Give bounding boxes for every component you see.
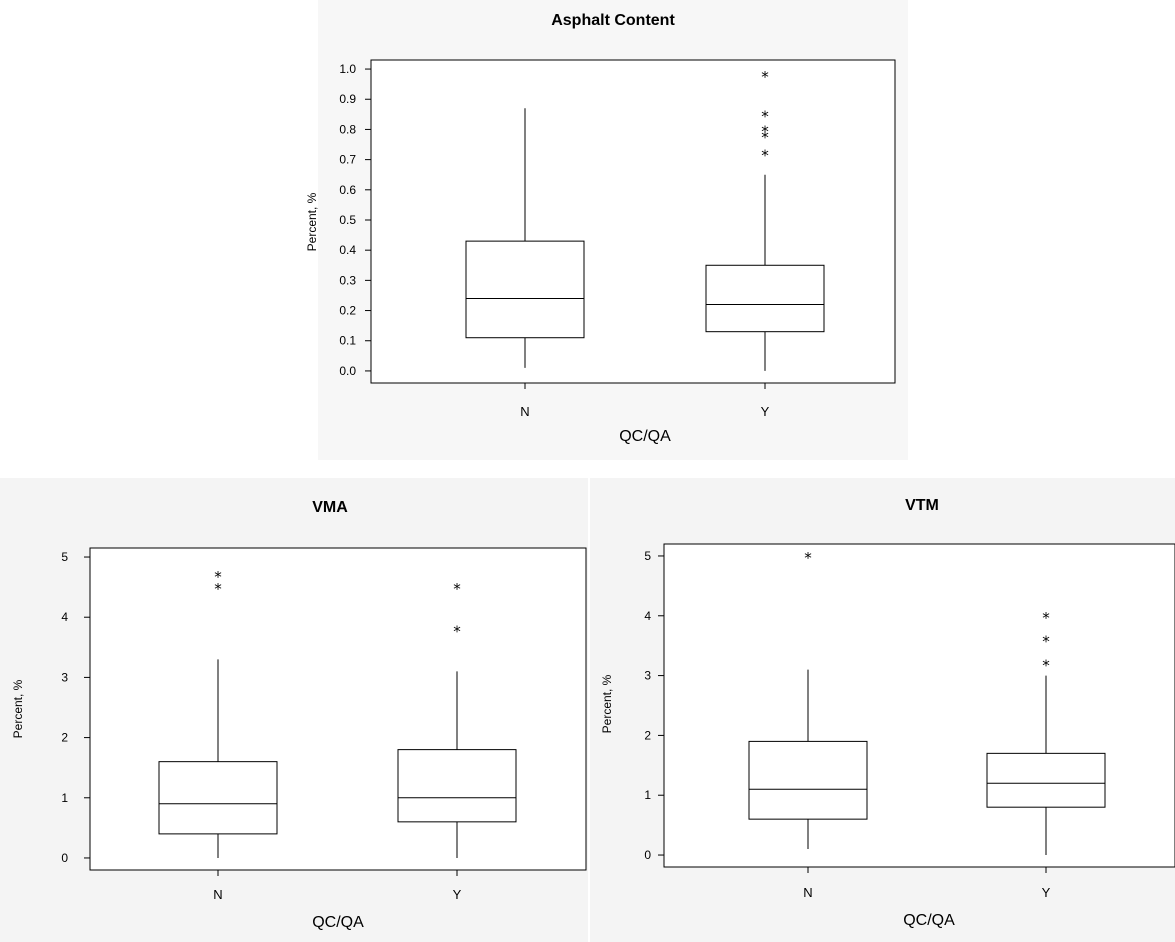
asphalt-title: Asphalt Content [551, 12, 675, 29]
asphalt-y-tick-label: 0.8 [339, 122, 356, 136]
asphalt-plot-frame [370, 59, 896, 384]
vma-y-tick-label: 2 [61, 731, 68, 745]
asphalt-y-tick-label: 0.7 [339, 153, 356, 167]
asphalt-y-tick-label: 0.6 [339, 183, 356, 197]
vma-box-N [158, 761, 278, 835]
vma-y-axis-label: Percent, % [11, 679, 25, 738]
asphalt-x-tick-label: N [520, 404, 529, 419]
asphalt-outlier-Y: * [760, 128, 769, 146]
vtm-x-tick-label: N [803, 885, 812, 900]
vma-outlier-N: * [213, 568, 222, 586]
vtm-x-tick-label: Y [1042, 885, 1051, 900]
vtm-outlier-Y: * [1041, 609, 1050, 627]
asphalt-y-tick-label: 0.1 [339, 334, 356, 348]
vtm-y-tick-label: 2 [644, 728, 651, 742]
vma-y-tick-label: 5 [61, 550, 68, 564]
asphalt-y-tick-label: 0.3 [339, 273, 356, 287]
vtm-y-tick-label: 4 [644, 609, 651, 623]
vtm-y-tick-label: 5 [644, 549, 651, 563]
asphalt-y-tick-label: 0.9 [339, 92, 356, 106]
asphalt-y-tick-label: 0.2 [339, 304, 356, 318]
vtm-outlier-Y: * [1041, 633, 1050, 651]
asphalt-box-N [465, 240, 585, 339]
vtm-title: VTM [905, 497, 939, 514]
asphalt-outlier-Y: * [760, 107, 769, 125]
vtm-outlier-Y: * [1041, 657, 1050, 675]
vtm-outlier-N: * [803, 549, 812, 567]
vtm-box-N [748, 740, 868, 820]
asphalt-y-tick-label: 0.0 [339, 364, 356, 378]
asphalt-outlier-Y: * [760, 68, 769, 86]
vtm-y-axis-label: Percent, % [600, 674, 614, 733]
vma-box-Y [397, 749, 517, 823]
vtm-box-Y [986, 752, 1106, 808]
vma-x-tick-label: N [213, 887, 222, 902]
vma-title: VMA [312, 499, 348, 516]
vma-y-tick-label: 0 [61, 851, 68, 865]
asphalt-y-axis-label: Percent, % [305, 192, 319, 251]
asphalt-x-tick-label: Y [761, 404, 770, 419]
asphalt-x-axis-label: QC/QA [619, 428, 671, 445]
vma-y-tick-label: 4 [61, 610, 68, 624]
vtm-plot-frame [663, 543, 1175, 868]
asphalt-y-tick-label: 0.5 [339, 213, 356, 227]
vtm-y-tick-label: 0 [644, 848, 651, 862]
vma-outlier-N: * [213, 580, 222, 598]
asphalt-y-tick-label: 0.4 [339, 243, 356, 257]
asphalt-y-tick-label: 1.0 [339, 62, 356, 76]
vma-outlier-Y: * [452, 622, 461, 640]
asphalt-box-Y [705, 264, 825, 333]
vtm-y-tick-label: 1 [644, 788, 651, 802]
vma-x-tick-label: Y [453, 887, 462, 902]
vma-x-axis-label: QC/QA [312, 914, 364, 931]
vma-y-tick-label: 1 [61, 791, 68, 805]
asphalt-outlier-Y: * [760, 147, 769, 165]
vma-y-tick-label: 3 [61, 670, 68, 684]
asphalt-outlier-Y: * [760, 122, 769, 140]
vtm-y-tick-label: 3 [644, 669, 651, 683]
vtm-x-axis-label: QC/QA [903, 912, 955, 929]
vma-outlier-Y: * [452, 580, 461, 598]
